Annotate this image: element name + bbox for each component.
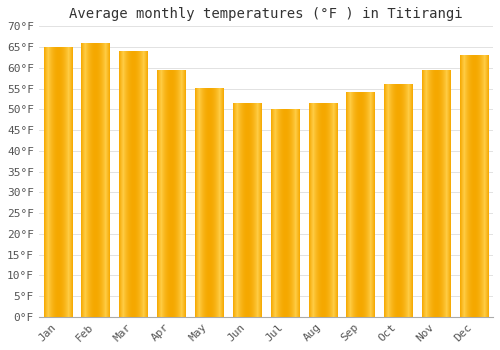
Title: Average monthly temperatures (°F ) in Titirangi: Average monthly temperatures (°F ) in Ti… [69,7,462,21]
Bar [270,109,299,317]
Bar [422,70,450,317]
Bar [157,70,186,317]
Bar [460,55,488,317]
Bar [308,103,337,317]
Bar [233,103,261,317]
Bar [195,89,224,317]
Bar [119,51,148,317]
Bar [82,43,110,317]
Bar [384,84,412,317]
Bar [346,93,375,317]
Bar [44,47,72,317]
